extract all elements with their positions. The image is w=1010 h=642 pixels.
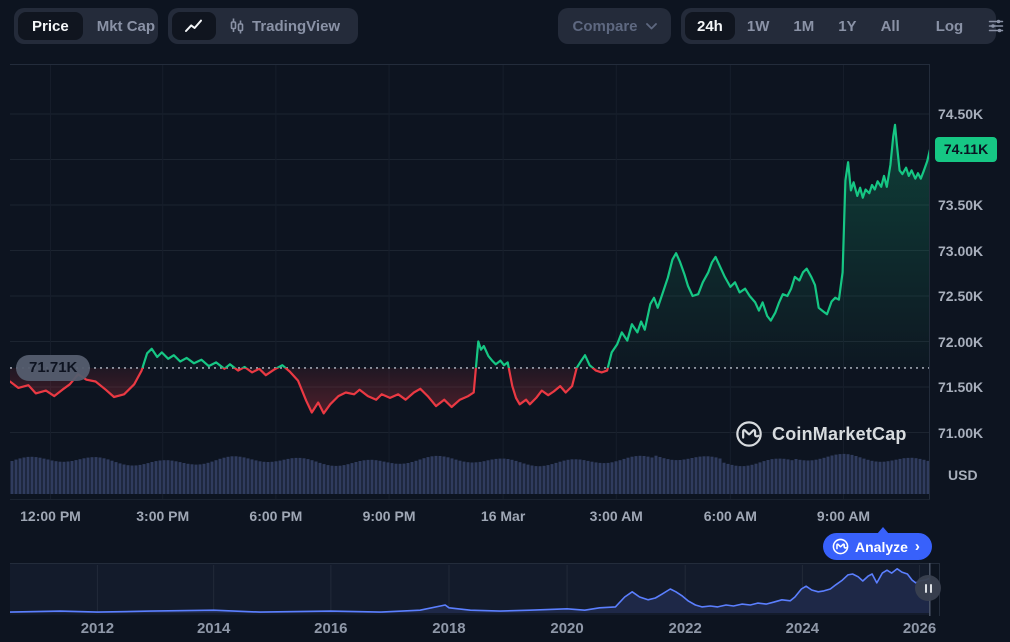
range-button-1y[interactable]: 1Y <box>838 17 857 35</box>
y-axis-label: 72.50K <box>938 288 984 304</box>
analyze-cmc-icon <box>832 538 849 555</box>
chevron-right-icon: › <box>914 538 920 555</box>
time-axis-label: 6:00 PM <box>249 508 303 524</box>
year-axis-label: 2014 <box>196 620 231 637</box>
chart-settings-button[interactable] <box>987 12 1005 40</box>
watermark-text: CoinMarketCap <box>772 423 907 444</box>
navigator-year-axis: 2012 2014 2016 2018 2020 2022 2024 2026 <box>10 620 940 640</box>
price-axis[interactable]: 74.50K 73.50K 73.00K 72.50K 72.00K 71.50K 71.0… <box>930 64 1010 500</box>
year-axis-label: 2012 <box>80 620 115 637</box>
log-scale-button[interactable]: Log <box>935 17 964 35</box>
year-axis-label: 2020 <box>550 620 584 637</box>
y-axis-label: 74.50K <box>938 106 984 122</box>
y-axis-label: 72.00K <box>938 333 984 350</box>
analyze-button[interactable]: Analyze › <box>823 527 932 560</box>
time-axis-label: 6:00 AM <box>703 508 757 524</box>
analyze-tooltip-tail <box>877 527 889 534</box>
year-axis-label: 2024 <box>785 620 820 637</box>
y-axis-label: 73.50K <box>938 197 984 213</box>
year-axis-label: 2022 <box>668 620 702 637</box>
mktcap-tab[interactable]: Mkt Cap <box>96 17 156 35</box>
range-selector: 24h 1W 1M 1Y All Log <box>681 8 1004 44</box>
time-axis-label: 9:00 AM <box>816 508 871 524</box>
time-axis-label: 16 Mar <box>480 508 526 524</box>
sliders-icon <box>988 19 1004 33</box>
range-button-24h[interactable]: 24h <box>685 12 735 40</box>
main-price-chart[interactable] <box>10 64 930 500</box>
year-axis-label: 2018 <box>432 620 466 637</box>
time-axis-label: 3:00 AM <box>589 508 643 524</box>
compare-label: Compare <box>572 17 638 35</box>
range-button-1m[interactable]: 1M <box>793 17 815 35</box>
line-chart-view-button[interactable] <box>172 12 216 40</box>
y-axis-label: 71.50K <box>938 379 984 395</box>
navigator-drag-handle[interactable] <box>915 575 941 601</box>
candlestick-view-button[interactable] <box>216 12 246 40</box>
time-axis-label: 12:00 PM <box>20 508 81 524</box>
tradingview-button[interactable]: TradingView <box>252 17 341 35</box>
metric-toggle: Price Mkt Cap <box>14 8 158 44</box>
line-chart-icon <box>185 19 202 32</box>
chevron-down-icon <box>645 22 657 29</box>
coinmarketcap-logo-icon <box>736 421 762 447</box>
view-toggle: TradingView <box>168 8 358 44</box>
range-navigator-chart[interactable] <box>10 563 940 616</box>
range-button-all[interactable]: All <box>880 17 900 35</box>
time-axis-label: 3:00 PM <box>136 508 190 524</box>
range-button-1w[interactable]: 1W <box>746 17 770 35</box>
time-axis-label: 9:00 PM <box>362 508 416 524</box>
open-price-label: 71.71K <box>16 354 91 381</box>
year-axis-label: 2026 <box>902 620 937 637</box>
time-axis[interactable]: 12:00 PM 3:00 PM 6:00 PM 9:00 PM 16 Mar 3:00 … <box>10 500 930 532</box>
year-axis-label: 2016 <box>314 620 348 637</box>
currency-label: USD <box>948 467 978 483</box>
current-price-badge: 74.11K <box>935 136 997 162</box>
y-axis-label: 71.00K <box>938 424 984 441</box>
coinmarketcap-watermark: CoinMarketCap <box>735 420 907 448</box>
price-tab[interactable]: Price <box>18 12 83 40</box>
compare-button[interactable]: Compare <box>558 8 671 44</box>
candlestick-icon <box>230 18 244 34</box>
analyze-label: Analyze <box>855 538 908 555</box>
y-axis-label: 73.00K <box>938 242 984 259</box>
